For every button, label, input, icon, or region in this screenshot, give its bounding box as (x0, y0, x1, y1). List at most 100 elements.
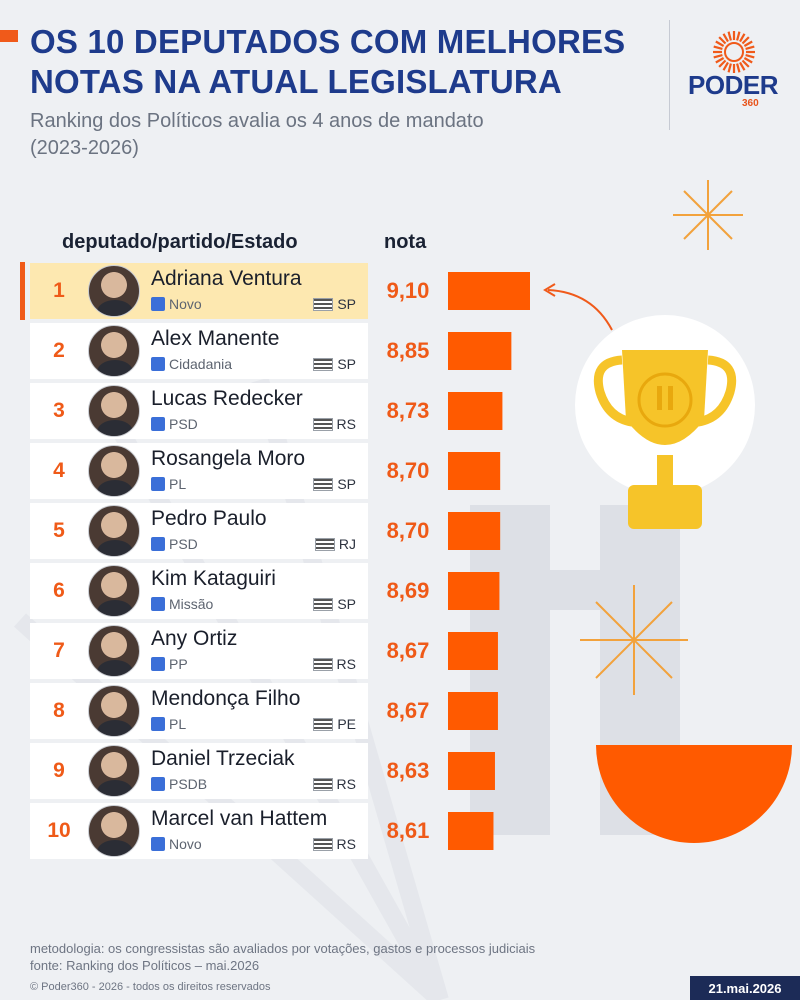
avatar (88, 445, 140, 497)
table-row: 7 Any Ortiz PP RS (30, 623, 368, 679)
party: Novo (151, 836, 202, 852)
party-name: Novo (169, 836, 202, 852)
score-label: 9,10 (386, 278, 430, 303)
party: PSD (151, 536, 198, 552)
state: PE (313, 716, 356, 732)
deputy-name: Daniel Trzeciak (151, 747, 295, 770)
avatar (88, 265, 140, 317)
avatar (88, 685, 140, 737)
bar (448, 812, 494, 850)
party-logo-icon (151, 477, 165, 491)
party-name: Novo (169, 296, 202, 312)
state: RJ (314, 536, 356, 552)
table-row: 5 Pedro Paulo PSD RJ (30, 503, 368, 559)
score-label: 8,67 (386, 638, 430, 663)
logo-text: PODER (688, 70, 778, 100)
rank-number: 3 (53, 399, 65, 422)
party: Missão (151, 596, 213, 612)
table-row: 2 Alex Manente Cidadania SP (30, 323, 368, 379)
party-logo-icon (151, 657, 165, 671)
party: PSDB (151, 776, 207, 792)
bar (448, 512, 501, 550)
state: SP (313, 596, 356, 612)
deputy-name: Mendonça Filho (151, 687, 301, 710)
party-name: PL (169, 476, 187, 492)
state: RS (312, 656, 356, 672)
trophy-icon (593, 350, 737, 529)
party: Novo (151, 296, 202, 312)
rank-number: 1 (53, 279, 65, 302)
sparkle-icon (580, 585, 688, 695)
party-logo-icon (151, 597, 165, 611)
state-flag-icon (312, 837, 333, 851)
bar (448, 332, 512, 370)
state: SP (313, 296, 356, 312)
party-logo-icon (151, 777, 165, 791)
table-row: 8 Mendonça Filho PL PE (30, 683, 368, 739)
score-label: 8,73 (386, 398, 430, 423)
state-code: RJ (338, 536, 356, 552)
bar (448, 392, 503, 430)
score-label: 8,85 (386, 338, 430, 363)
party-name: PSD (169, 416, 198, 432)
score-label: 8,70 (386, 458, 430, 483)
party-logo-icon (151, 417, 165, 431)
table-row: 10 Marcel van Hattem Novo RS (30, 803, 368, 859)
party-logo-icon (151, 717, 165, 731)
avatar (88, 385, 140, 437)
bowl-icon (596, 745, 792, 843)
state-code: RS (336, 656, 356, 672)
page-title: OS 10 DEPUTADOS COM MELHORES NOTAS NA AT… (30, 22, 650, 102)
party-logo-icon (151, 357, 165, 371)
state-flag-icon (312, 657, 333, 671)
state-flag-icon (313, 717, 334, 731)
party-name: PL (169, 716, 187, 732)
deputy-name: Rosangela Moro (151, 447, 306, 470)
avatar (88, 565, 140, 617)
rank-number: 6 (53, 579, 65, 602)
state-flag-icon (312, 777, 333, 791)
state-code: SP (337, 296, 356, 312)
state: RS (312, 776, 356, 792)
congress-silhouette-icon (470, 505, 680, 835)
party: Cidadania (151, 356, 232, 372)
deputy-name: Lucas Redecker (151, 387, 303, 410)
rank-number: 9 (53, 759, 65, 782)
title-line-1: OS 10 DEPUTADOS COM MELHORES (30, 23, 626, 60)
party-logo-icon (151, 297, 165, 311)
rank-number: 7 (53, 639, 65, 662)
state-flag-icon (312, 417, 333, 431)
table-row: 1 Adriana Ventura Novo SP (30, 263, 368, 319)
state-code: PE (337, 716, 356, 732)
subtitle-line-1: Ranking dos Políticos avalia os 4 anos d… (30, 110, 484, 132)
page-subtitle: Ranking dos Políticos avalia os 4 anos d… (30, 108, 590, 162)
avatar (88, 505, 140, 557)
avatar (88, 745, 140, 797)
party: PP (151, 656, 188, 672)
subtitle-line-2: (2023-2026) (30, 137, 139, 159)
deputy-name: Pedro Paulo (151, 507, 267, 530)
party-name: PSDB (169, 776, 208, 792)
bar (448, 692, 498, 730)
state-code: SP (337, 596, 356, 612)
accent-bar (0, 30, 18, 42)
table-row: 4 Rosangela Moro PL SP (30, 443, 368, 499)
sparkle-icon (673, 180, 743, 250)
deputy-name: Adriana Ventura (151, 267, 302, 290)
column-header-score: nota (384, 231, 427, 253)
state: SP (313, 476, 356, 492)
rank-number: 8 (53, 699, 65, 722)
column-header-deputy: deputado/partido/Estado (62, 231, 298, 253)
state: RS (312, 836, 356, 852)
state-flag-icon (313, 597, 334, 611)
state-code: RS (336, 416, 356, 432)
party: PSD (151, 416, 198, 432)
deputy-name: Any Ortiz (151, 627, 238, 650)
party-name: Missão (169, 596, 214, 612)
party-name: PP (169, 656, 188, 672)
bar (448, 632, 498, 670)
rank-number: 10 (47, 819, 71, 842)
highlight-marker (20, 262, 25, 320)
bar (448, 752, 495, 790)
